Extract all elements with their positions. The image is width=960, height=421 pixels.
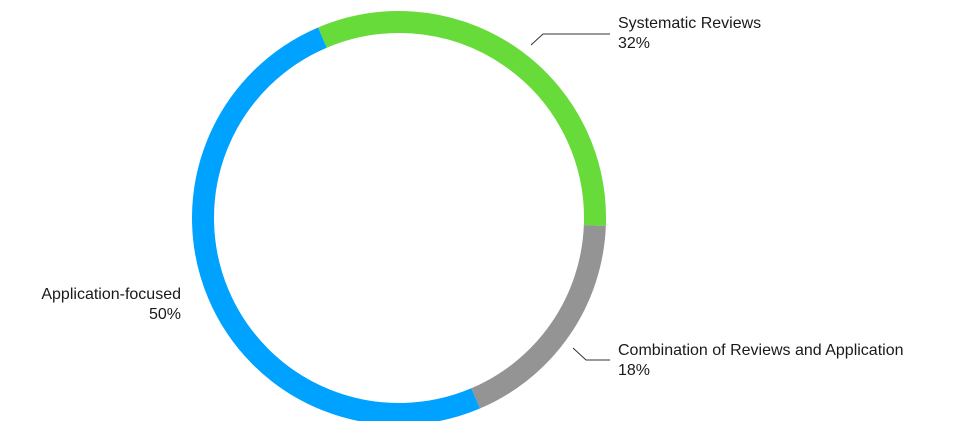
donut-slice <box>471 225 606 409</box>
slice-labels: Systematic Reviews 32% Combination of Revi… <box>41 15 903 379</box>
leader-line <box>530 33 610 46</box>
donut-slice <box>192 27 480 421</box>
slice-value-label: 50% <box>149 306 181 323</box>
leader-line <box>572 347 610 361</box>
slice-value-label: 18% <box>618 362 650 379</box>
slice-value-label: 32% <box>618 35 650 52</box>
slice-label: Combination of Reviews and Application <box>618 342 904 359</box>
slice-label: Application-focused <box>41 286 181 303</box>
donut-slices <box>192 11 606 421</box>
donut-slice <box>318 11 606 226</box>
slice-label: Systematic Reviews <box>618 15 761 32</box>
